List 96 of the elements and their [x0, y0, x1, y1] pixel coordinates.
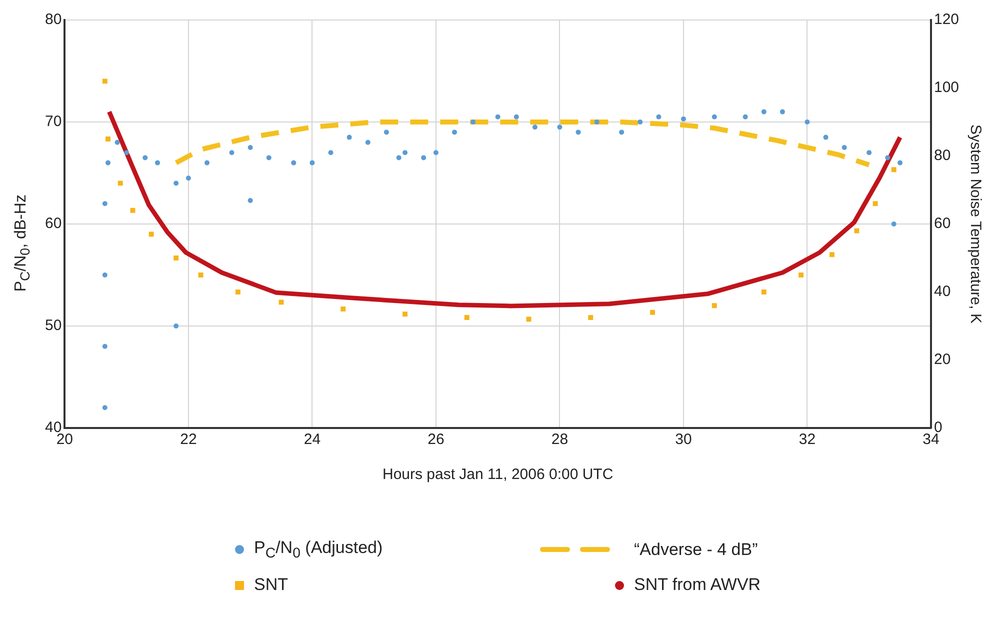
point: [235, 290, 240, 294]
point: [780, 109, 785, 114]
point: [842, 145, 847, 150]
point: [114, 140, 120, 145]
point: [266, 155, 272, 160]
point: [656, 114, 662, 120]
legend-label: SNT: [254, 575, 288, 596]
point: [872, 201, 878, 206]
point: [829, 252, 834, 258]
point: [885, 155, 890, 160]
point: [761, 290, 766, 294]
point: [891, 222, 896, 226]
legend-label: SNT from AWVR: [634, 575, 761, 596]
point: [310, 160, 315, 166]
point: [898, 160, 903, 166]
point: [576, 130, 581, 135]
point: [804, 120, 810, 124]
point: [823, 134, 828, 140]
y-tick-label: 50: [44, 317, 62, 334]
point: [712, 114, 717, 120]
point: [619, 130, 624, 135]
y2-tick-label: 40: [934, 283, 951, 300]
point: [650, 310, 655, 315]
point: [340, 306, 346, 312]
point: [384, 130, 389, 135]
x-tick-label: 26: [428, 431, 444, 448]
x-tick-label: 34: [922, 431, 940, 448]
y2-tick-label: 60: [934, 215, 951, 232]
point: [248, 145, 253, 150]
point: [174, 180, 179, 186]
point: [866, 150, 872, 156]
point: [396, 155, 402, 160]
x-tick-label: 20: [56, 431, 74, 448]
y2-tick-label: 100: [934, 79, 960, 96]
y-tick-label: 70: [44, 113, 62, 130]
y2-axis-title: System Noise Temperature, K: [966, 124, 984, 324]
point: [106, 136, 110, 142]
point: [365, 140, 370, 145]
point: [532, 124, 538, 130]
point: [594, 120, 600, 124]
point: [514, 114, 519, 120]
point: [761, 109, 766, 114]
point: [742, 114, 748, 120]
point: [402, 312, 408, 317]
point: [102, 405, 108, 410]
legend-label: P$_{C}$/N$_{0}$ (Adjusted): [254, 538, 383, 562]
point: [102, 78, 108, 84]
legend-label: “Adverse - 4 dB”: [634, 540, 758, 560]
point: [495, 114, 500, 120]
point: [278, 300, 284, 305]
point: [680, 116, 686, 122]
point: [712, 303, 717, 308]
x-axis-title: Hours past Jan 11, 2006 0:00 UTC: [382, 466, 614, 484]
point: [328, 150, 334, 156]
point: [174, 324, 179, 328]
y2-tick-label: 80: [934, 147, 951, 164]
point: [102, 272, 108, 278]
x-tick-label: 24: [304, 431, 321, 448]
point: [402, 150, 408, 156]
y-tick-label: 60: [44, 215, 62, 232]
point: [854, 228, 860, 234]
point: [470, 120, 476, 124]
point: [346, 134, 352, 140]
point: [124, 150, 130, 156]
point: [155, 160, 160, 166]
point: [118, 180, 123, 186]
point: [557, 124, 562, 130]
point: [248, 198, 253, 204]
point: [421, 155, 426, 160]
point: [433, 150, 438, 156]
point: [291, 160, 296, 166]
x-tick-label: 32: [798, 431, 816, 448]
point: [186, 176, 191, 181]
x-tick-label: 22: [180, 431, 197, 448]
point: [229, 150, 234, 156]
y2-tick-label: 120: [934, 11, 960, 28]
point: [464, 315, 470, 320]
point: [798, 272, 804, 278]
point: [142, 155, 148, 160]
point: [526, 316, 532, 322]
point: [198, 272, 204, 278]
y2-tick-label: 20: [934, 351, 951, 368]
point: [148, 232, 154, 237]
y-tick-label: 80: [44, 11, 62, 28]
point: [638, 120, 643, 124]
x-tick-label: 28: [551, 431, 568, 448]
point: [452, 130, 458, 135]
point: [588, 315, 594, 320]
point: [174, 256, 179, 260]
point: [106, 160, 110, 166]
x-tick-label: 30: [675, 431, 692, 448]
point: [102, 201, 108, 206]
point: [204, 160, 210, 166]
point: [891, 167, 896, 172]
point: [102, 344, 108, 349]
point: [130, 208, 136, 213]
